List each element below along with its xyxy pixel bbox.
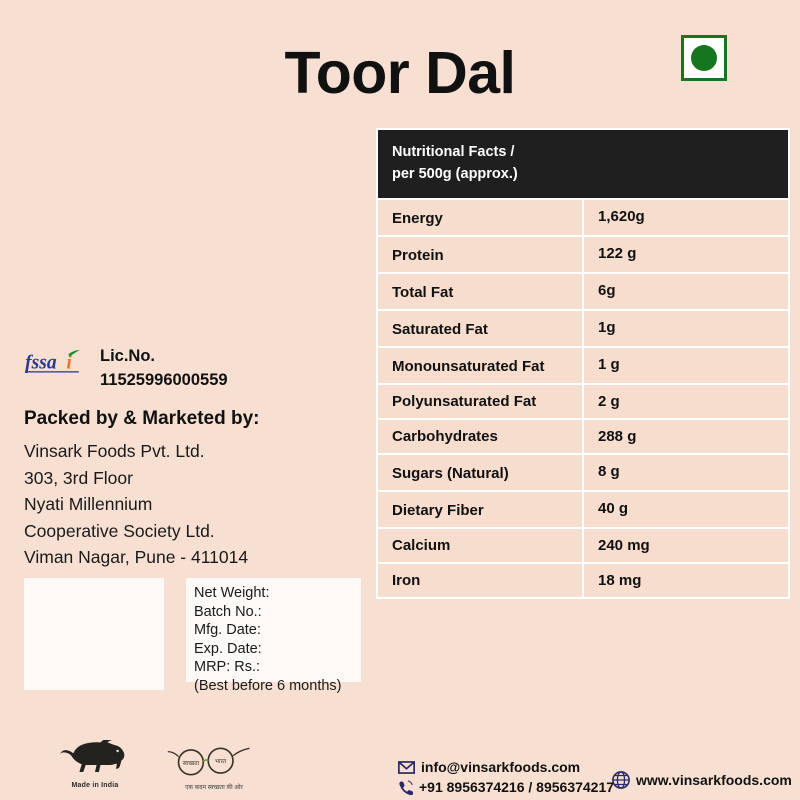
swachh-right-label: भारत: [215, 759, 227, 765]
fssai-license-label: Lic.No.: [100, 347, 156, 365]
nutrition-label: Protein: [376, 234, 584, 274]
nutrition-value: 8 g: [582, 452, 790, 492]
phone-row[interactable]: +91 8956374216 / 8956374217: [398, 777, 614, 797]
phone-numbers: +91 8956374216 / 8956374217: [419, 779, 615, 796]
swachh-bharat-caption: एक कदम स्वच्छता की ओर: [185, 785, 243, 791]
nutrition-row: Sugars (Natural) 8 g: [376, 452, 790, 492]
svg-text:fssa: fssa: [25, 353, 57, 374]
nutrition-row: Monounsaturated Fat 1 g: [376, 345, 790, 385]
nutrition-row: Energy 1,620g: [376, 197, 790, 237]
nutrition-value: 122 g: [582, 234, 790, 274]
fssai-block: fssa i Lic.No. 11525996000559: [24, 345, 228, 393]
barcode-placeholder: [24, 578, 164, 690]
nutrition-row: Protein 122 g: [376, 234, 790, 274]
fssai-logo-icon: fssa i: [25, 350, 80, 374]
envelope-icon: [398, 760, 415, 774]
batch-info-line: Net Weight:: [194, 585, 270, 601]
nutrition-facts-table: Nutritional Facts / per 500g (approx.) E…: [376, 128, 790, 599]
nutrition-table-header: Nutritional Facts / per 500g (approx.): [376, 128, 790, 200]
nutrition-value: 1,620g: [582, 197, 790, 237]
batch-info-box: Net Weight: Batch No.: Mfg. Date: Exp. Date…: [186, 578, 361, 694]
contact-block-left: info@vinsarkfoods.com +91 8956374216 / 8…: [398, 757, 614, 798]
nutrition-row: Carbohydrates 288 g: [376, 417, 790, 455]
nutrition-table-body: Energy 1,620g Protein 122 g Total Fat 6g Satur…: [376, 197, 790, 599]
batch-info-line: Batch No.:: [194, 603, 262, 620]
nutrition-row: Saturated Fat 1g: [376, 308, 790, 348]
nutrition-value: 1 g: [582, 345, 790, 385]
made-in-india-caption: Made in India: [71, 782, 119, 789]
nutrition-value: 2 g: [582, 382, 790, 420]
nutrition-header-line-2: per 500g (approx.): [392, 165, 518, 182]
batch-info-line: Exp. Date:: [194, 640, 262, 657]
website-row[interactable]: www.vinsarkfoods.com: [612, 771, 792, 789]
contact-block-right: www.vinsarkfoods.com: [612, 771, 792, 789]
nutrition-row: Total Fat 6g: [376, 271, 790, 311]
address-line: Viman Nagar, Pune - 411014: [24, 547, 249, 568]
nutrition-table-header-row: Nutritional Facts / per 500g (approx.): [376, 128, 790, 200]
lion-icon: [59, 738, 125, 773]
nutrition-row: Dietary Fiber 40 g: [376, 489, 790, 529]
nutrition-row: Polyunsaturated Fat 2 g: [376, 382, 790, 420]
nutrition-value: 40 g: [582, 489, 790, 529]
nutrition-value: 288 g: [582, 417, 790, 455]
address-line: 303, 3rd Floor: [24, 467, 133, 488]
nutrition-row: Iron 18 mg: [376, 561, 790, 599]
nutrition-label: Polyunsaturated Fat: [376, 382, 584, 420]
nutrition-label: Monounsaturated Fat: [376, 345, 584, 385]
website-url: www.vinsarkfoods.com: [636, 772, 792, 788]
manufacturer-address: Vinsark Foods Pvt. Ltd. 303, 3rd Floor Nya…: [24, 438, 248, 571]
phone-icon: [398, 780, 413, 795]
address-line: Vinsark Foods Pvt. Ltd.: [24, 441, 205, 461]
nutrition-label: Calcium: [376, 526, 584, 564]
globe-icon: [612, 771, 630, 789]
nutrition-value: 240 mg: [582, 526, 790, 564]
svg-text:i: i: [66, 353, 72, 374]
fssai-license-number: 11525996000559: [100, 370, 228, 389]
nutrition-value: 18 mg: [582, 561, 790, 599]
nutrition-label: Dietary Fiber: [376, 489, 584, 529]
swachh-left-label: स्वच्छता: [183, 761, 200, 767]
batch-info-line: (Best before 6 months): [194, 677, 342, 694]
nutrition-label: Sugars (Natural): [376, 452, 584, 492]
packed-by-heading: Packed by & Marketed by:: [24, 408, 260, 429]
vegetarian-dot: [691, 45, 717, 71]
fssai-license-text: Lic.No. 11525996000559: [100, 345, 228, 393]
product-title: Toor Dal: [284, 40, 516, 106]
email-address: info@vinsarkfoods.com: [421, 759, 581, 775]
nutrition-label: Carbohydrates: [376, 417, 584, 455]
batch-info-line: Mfg. Date:: [194, 622, 261, 639]
vegetarian-mark-icon: [681, 35, 727, 81]
nutrition-label: Saturated Fat: [376, 308, 584, 348]
nutrition-value: 6g: [582, 271, 790, 311]
made-in-india-logo: Made in India: [52, 738, 138, 789]
nutrition-value: 1g: [582, 308, 790, 348]
nutrition-label: Total Fat: [376, 271, 584, 311]
nutrition-row: Calcium 240 mg: [376, 526, 790, 564]
nutrition-label: Iron: [376, 561, 584, 599]
spectacles-icon: स्वच्छता भारत: [167, 747, 250, 776]
batch-info-line: MRP: Rs.:: [194, 659, 261, 676]
nutrition-header-line-1: Nutritional Facts /: [392, 144, 515, 160]
nutrition-label: Energy: [376, 197, 584, 237]
address-line: Nyati Millennium: [24, 494, 153, 515]
swachh-bharat-logo: स्वच्छता भारत एक कदम स्वच्छता की ओर: [158, 745, 270, 791]
email-row[interactable]: info@vinsarkfoods.com: [398, 757, 614, 777]
address-line: Cooperative Society Ltd.: [24, 520, 215, 541]
